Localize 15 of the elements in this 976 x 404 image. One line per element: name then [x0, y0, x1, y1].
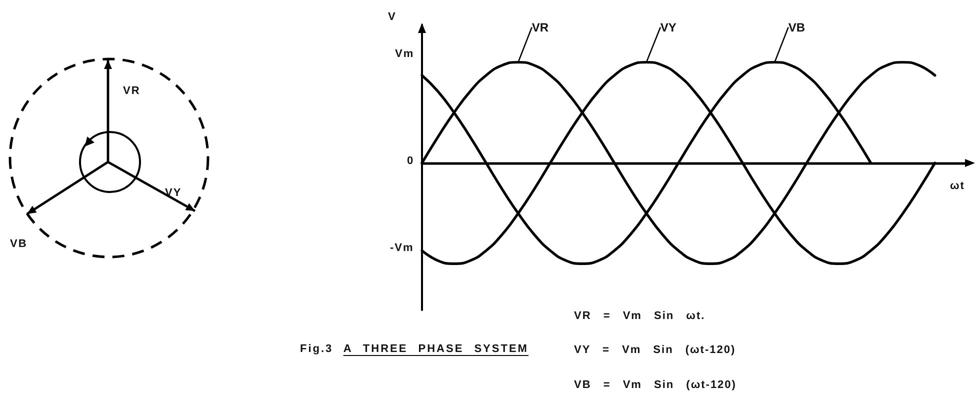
text: VB [10, 238, 28, 250]
text: VR [123, 84, 140, 98]
text: VB = Vm Sin (ωt-120) [574, 378, 736, 392]
text: VR [532, 20, 549, 34]
text: Fig.3 A THREE PHASE SYSTEM [300, 343, 528, 355]
text: VR = Vm Sin ωt. [574, 310, 706, 322]
text: Vm [395, 48, 414, 60]
text: VB [788, 20, 806, 34]
text: VY [660, 20, 676, 34]
x-axis-title: ωt [950, 180, 965, 194]
text: 0 [407, 154, 414, 168]
text: VY = Vm Sin (ωt-120) [574, 344, 736, 356]
y-axis-title: V [388, 10, 396, 24]
text: -Vm [390, 242, 414, 254]
text: VY [165, 186, 182, 200]
